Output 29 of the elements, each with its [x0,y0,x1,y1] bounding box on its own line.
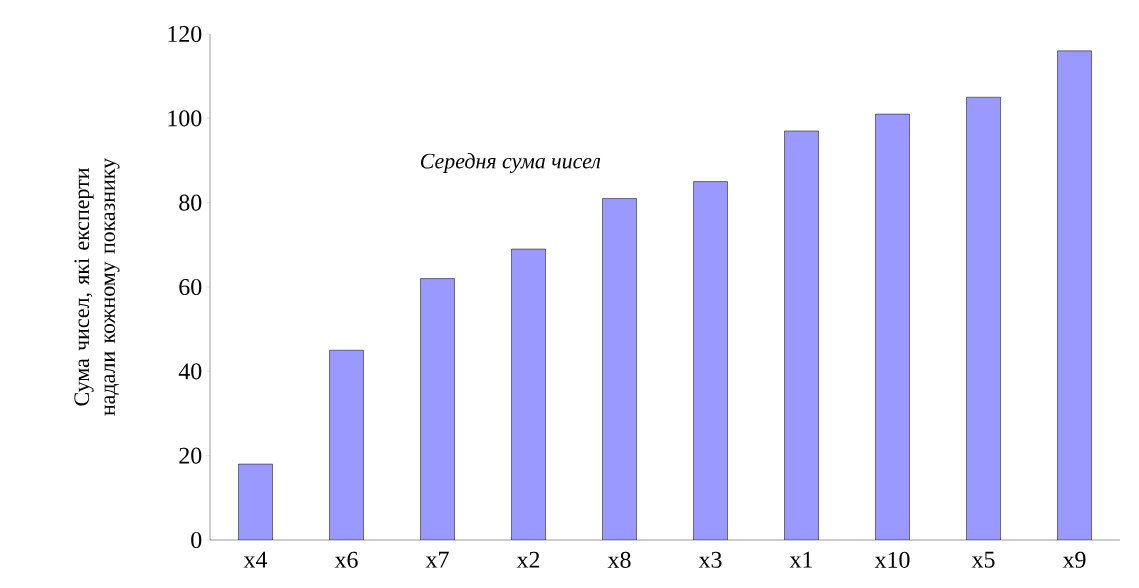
bar [329,350,364,540]
x-tick-label: x10 [874,551,910,568]
y-tick-label: 120 [168,25,202,43]
bar [420,278,455,540]
bar [1057,50,1092,540]
y-tick-label: 60 [179,278,202,296]
bar [875,114,910,540]
bar [966,97,1001,540]
x-tick-label: x3 [698,551,722,568]
x-tick-label: x7 [425,551,449,568]
bar [238,464,273,540]
y-tick-label: 80 [179,194,202,211]
x-tick-label: x9 [1062,551,1086,568]
y-tick-label: 20 [179,447,202,464]
y-tick-label: 100 [168,110,202,127]
y-tick-label: 40 [178,363,202,380]
y-axis-title: Сума чисел, які експерти надали кожному показнику [74,157,120,416]
y-tick-label: 0 [191,531,202,549]
x-tick-label: x5 [971,551,995,568]
annotation: Середня сума чисел [421,153,601,173]
bar [693,181,728,540]
x-tick-label: x1 [789,551,813,568]
x-tick-label: x6 [334,551,358,568]
bar [784,130,819,540]
bar [602,198,637,540]
x-tick-label: x2 [516,551,540,568]
bar [511,249,546,540]
x-tick-label: x4 [243,551,268,568]
x-tick-label: x8 [607,551,631,568]
